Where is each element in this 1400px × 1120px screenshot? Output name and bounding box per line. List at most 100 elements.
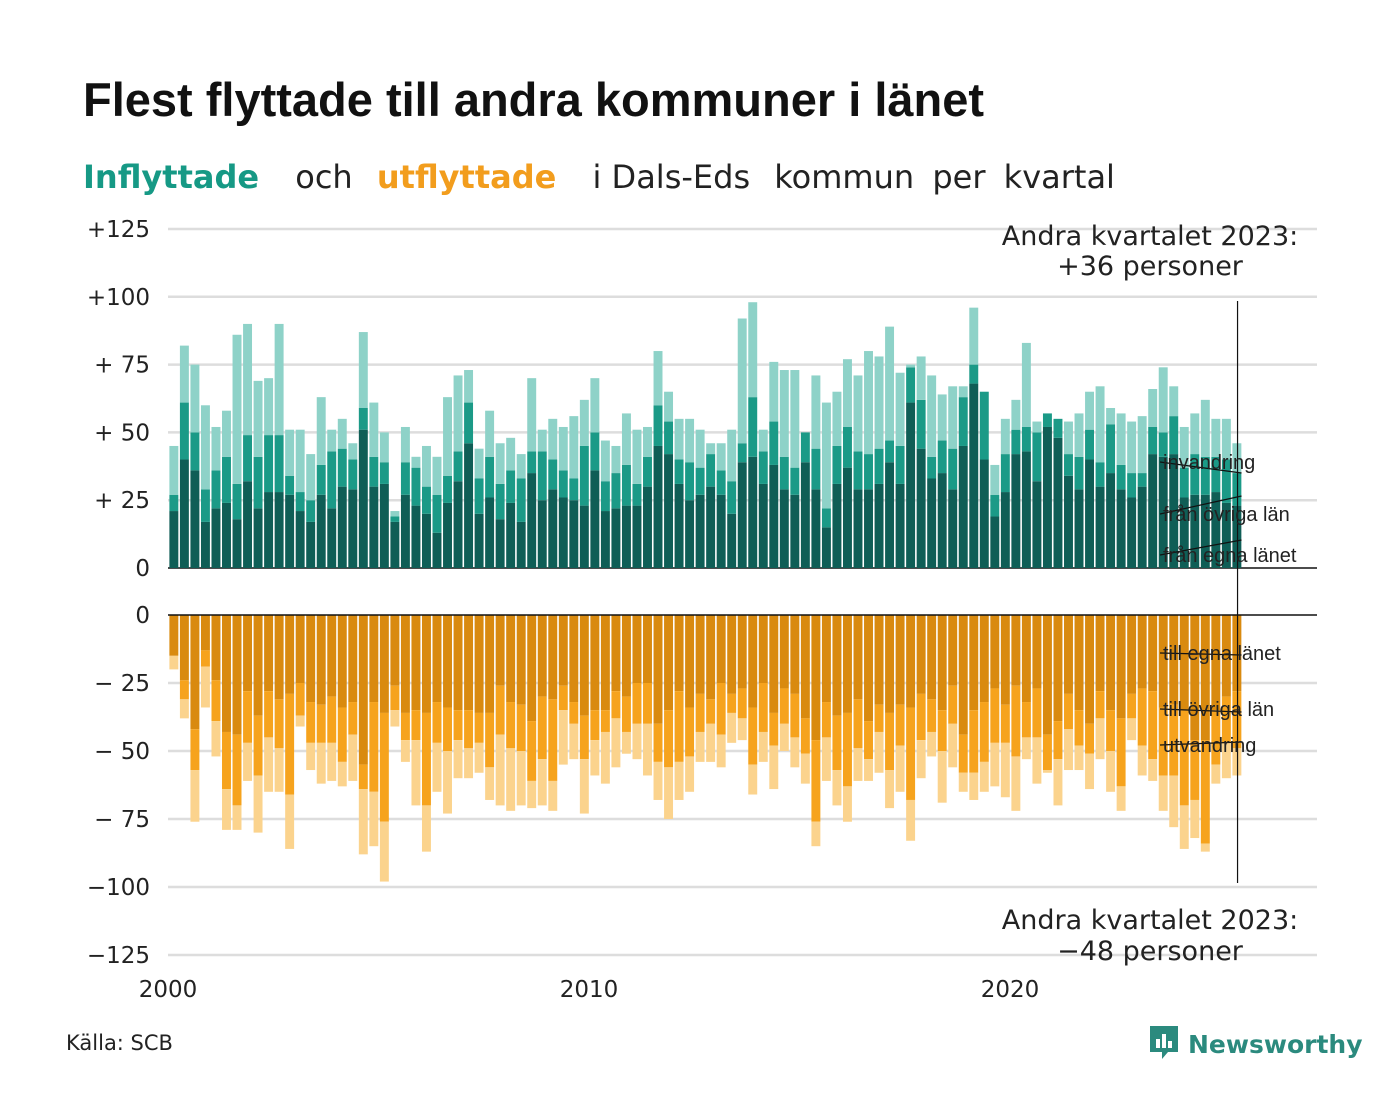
bar-utvandring bbox=[927, 731, 937, 757]
bar-till-övriga-län bbox=[948, 685, 958, 724]
bar-utvandring bbox=[1148, 759, 1158, 781]
bar-till-övriga-län bbox=[727, 693, 737, 713]
bar-till-övriga-län bbox=[632, 683, 642, 724]
bar-till-övriga-län bbox=[979, 702, 989, 762]
bar-invandring bbox=[558, 426, 568, 471]
bar-utvandring bbox=[853, 748, 863, 781]
bar-utvandring bbox=[316, 742, 326, 784]
bar-från-övriga-län bbox=[937, 440, 947, 474]
bar-invandring bbox=[1021, 342, 1031, 427]
bar-från-egna-länet bbox=[358, 429, 368, 568]
bar-från-egna-länet bbox=[179, 459, 189, 568]
bar-utvandring bbox=[421, 805, 431, 852]
bar-från-egna-länet bbox=[306, 521, 316, 568]
bar-från-egna-länet bbox=[916, 448, 926, 568]
bar-från-övriga-län bbox=[495, 483, 505, 520]
bar-invandring bbox=[842, 359, 852, 427]
bar-från-övriga-län bbox=[400, 462, 410, 495]
bar-till-övriga-län bbox=[200, 650, 210, 667]
series-label: utvandring bbox=[1163, 735, 1256, 757]
bar-utvandring bbox=[737, 718, 747, 741]
bar-från-egna-länet bbox=[685, 500, 695, 568]
bar-från-egna-länet bbox=[464, 443, 474, 568]
bar-till-egna-länet bbox=[664, 615, 674, 711]
bar-utvandring bbox=[232, 805, 242, 830]
bar-från-övriga-län bbox=[695, 467, 705, 495]
bar-invandring bbox=[758, 429, 768, 452]
bar-invandring bbox=[1190, 413, 1200, 455]
bar-invandring bbox=[895, 372, 905, 446]
bar-från-egna-länet bbox=[316, 494, 326, 568]
bar-från-övriga-län bbox=[821, 508, 831, 528]
bar-från-övriga-län bbox=[316, 464, 326, 495]
bar-från-övriga-län bbox=[537, 451, 547, 501]
bar-till-övriga-län bbox=[864, 721, 873, 760]
bar-invandring bbox=[958, 386, 968, 398]
bar-utvandring bbox=[779, 723, 789, 751]
bar-från-övriga-län bbox=[1011, 429, 1021, 455]
label-leader-line bbox=[1159, 539, 1242, 556]
bar-utvandring bbox=[558, 710, 568, 765]
bar-invandring bbox=[253, 380, 263, 457]
bar-från-övriga-län bbox=[1158, 432, 1168, 457]
bar-utvandring bbox=[874, 731, 884, 773]
bar-till-övriga-län bbox=[927, 699, 937, 732]
bar-från-egna-länet bbox=[643, 486, 652, 568]
bar-utvandring bbox=[1169, 775, 1179, 828]
bar-från-egna-länet bbox=[200, 521, 210, 568]
bar-invandring bbox=[369, 402, 379, 457]
bar-invandring bbox=[832, 391, 842, 446]
bar-utvandring bbox=[790, 737, 800, 768]
bar-invandring bbox=[243, 323, 253, 436]
bar-invandring bbox=[1211, 418, 1221, 457]
bar-till-övriga-län bbox=[842, 712, 852, 787]
bar-invandring bbox=[1000, 418, 1010, 455]
bar-till-övriga-län bbox=[464, 710, 474, 749]
bar-till-övriga-län bbox=[800, 718, 810, 754]
bar-invandring bbox=[1011, 399, 1021, 430]
bar-invandring bbox=[969, 307, 979, 365]
bar-till-egna-länet bbox=[1169, 615, 1179, 705]
bar-till-övriga-län bbox=[569, 702, 579, 724]
bar-invandring bbox=[1179, 426, 1189, 468]
bar-till-egna-länet bbox=[621, 615, 631, 697]
bar-utvandring bbox=[295, 715, 305, 727]
bar-till-övriga-län bbox=[990, 688, 1000, 743]
bar-från-egna-länet bbox=[1000, 492, 1010, 568]
bar-till-övriga-län bbox=[1042, 734, 1052, 771]
bar-från-övriga-län bbox=[1064, 454, 1073, 476]
bar-invandring bbox=[927, 375, 937, 457]
bar-utvandring bbox=[453, 740, 463, 779]
bar-till-egna-länet bbox=[1137, 615, 1147, 689]
bar-från-egna-länet bbox=[421, 513, 431, 568]
label-leader-line bbox=[1159, 652, 1242, 656]
bar-från-egna-länet bbox=[1106, 473, 1116, 568]
bar-från-egna-länet bbox=[506, 502, 516, 568]
bar-från-egna-länet bbox=[1127, 497, 1137, 568]
bar-till-egna-länet bbox=[1042, 615, 1052, 735]
bar-till-övriga-län bbox=[874, 704, 884, 732]
bar-till-övriga-län bbox=[1179, 710, 1189, 806]
bar-från-övriga-län bbox=[948, 448, 958, 490]
bar-från-övriga-län bbox=[664, 421, 674, 455]
bar-från-egna-länet bbox=[632, 505, 642, 568]
bar-utvandring bbox=[1085, 753, 1095, 790]
bar-från-övriga-län bbox=[211, 470, 221, 509]
bar-från-egna-länet bbox=[264, 492, 274, 568]
bar-till-övriga-län bbox=[737, 688, 747, 719]
bar-utvandring bbox=[1042, 770, 1052, 773]
bar-från-övriga-län bbox=[474, 478, 484, 514]
bar-till-övriga-län bbox=[443, 707, 452, 751]
bar-från-övriga-län bbox=[190, 432, 200, 471]
bar-till-övriga-län bbox=[590, 710, 600, 741]
bar-till-egna-länet bbox=[1179, 615, 1189, 711]
bar-utvandring bbox=[1116, 786, 1126, 811]
bar-från-egna-länet bbox=[1211, 492, 1221, 568]
bar-invandring bbox=[200, 405, 210, 490]
bar-från-egna-länet bbox=[537, 500, 547, 568]
annotation-bottom-line2: −48 personer bbox=[1057, 936, 1244, 967]
bar-till-egna-länet bbox=[222, 615, 231, 732]
series-label: från egna länet bbox=[1163, 545, 1297, 567]
bar-från-egna-länet bbox=[485, 497, 495, 568]
series-label: till övriga län bbox=[1163, 699, 1274, 721]
